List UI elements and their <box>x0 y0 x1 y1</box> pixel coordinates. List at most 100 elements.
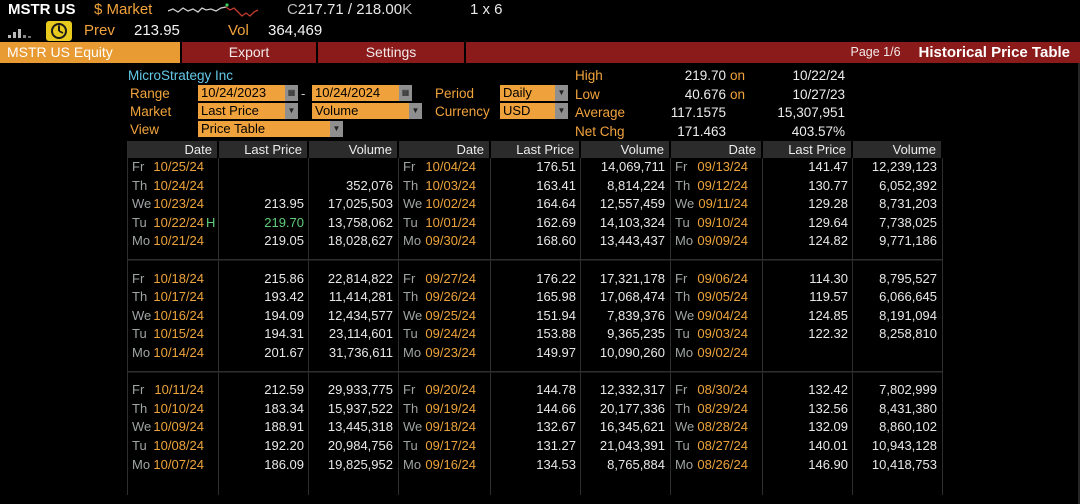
menu-right-segment: Page 1/6 Historical Price Table <box>466 42 1080 63</box>
date-cell: Mo 10/07/24 <box>127 455 219 475</box>
volume-cell <box>309 158 399 177</box>
last-price-cell: 192.20 <box>219 436 309 456</box>
stat-value: 219.70 <box>684 68 726 83</box>
table-filler <box>219 474 309 496</box>
weekday-label: Fr <box>675 159 688 174</box>
high-flag <box>476 158 490 177</box>
volume-cell: 7,738,025 <box>853 213 943 233</box>
weekday-label: We <box>132 307 152 323</box>
period-dropdown[interactable]: Daily ▼ <box>500 85 568 101</box>
week-separator <box>491 250 581 270</box>
last-price-cell: 130.77 <box>763 176 853 196</box>
high-flag <box>204 288 218 307</box>
date-cell: Mo 08/26/24 <box>671 455 763 475</box>
volume-cell: 17,321,178 <box>581 269 671 289</box>
date-value: 10/18/24 <box>153 270 204 286</box>
chevron-down-icon[interactable]: ▼ <box>555 103 568 119</box>
high-flag <box>204 158 218 177</box>
date-value: 08/30/24 <box>697 382 748 398</box>
week-separator <box>309 362 399 382</box>
last-price-cell: 188.91 <box>219 418 309 437</box>
market-field2-dropdown[interactable]: Volume ▼ <box>312 103 422 119</box>
high-flag <box>204 344 218 363</box>
weekday-label: We <box>675 307 695 323</box>
last-price-cell: 149.97 <box>491 343 581 363</box>
volume-cell: 9,365,235 <box>581 325 671 344</box>
last-quote: C217.71 / 218.00K <box>287 1 412 18</box>
date-cell: We 10/16/24 <box>127 306 219 326</box>
weekday-label: Th <box>403 289 419 305</box>
currency-label: Currency <box>435 104 490 119</box>
prev-label: Prev <box>84 22 115 39</box>
volume-cell: 7,802,999 <box>853 381 943 400</box>
date-cell: We 09/11/24 <box>671 195 763 214</box>
high-flag <box>204 195 218 214</box>
last-price-cell: 212.59 <box>219 381 309 400</box>
export-button[interactable]: Export <box>182 42 316 63</box>
date-value: 09/10/24 <box>697 214 748 230</box>
quote-bar: MSTR US $ Market C217.71 / 218.00K 1 x 6 <box>0 0 1080 20</box>
high-flag <box>748 437 762 456</box>
lot-size: 1 x 6 <box>470 1 503 18</box>
currency-dropdown[interactable]: USD ▼ <box>500 103 568 119</box>
chevron-down-icon[interactable]: ▼ <box>555 85 568 101</box>
date-cell: Tu 10/22/24 H <box>127 213 219 233</box>
range-separator: - <box>301 86 306 101</box>
table-filler <box>309 474 399 496</box>
last-price-cell: 215.86 <box>219 269 309 289</box>
last-price-cell <box>219 158 309 177</box>
chevron-down-icon[interactable]: ▼ <box>285 103 298 119</box>
calendar-icon[interactable]: ▦ <box>399 85 412 101</box>
security-tab[interactable]: MSTR US Equity <box>0 42 180 63</box>
date-value: 09/11/24 <box>698 196 748 212</box>
view-value: Price Table <box>201 121 266 136</box>
last-price-cell: 194.31 <box>219 325 309 344</box>
table-filler <box>127 474 219 496</box>
volume-cell <box>853 343 943 363</box>
week-separator <box>127 250 219 270</box>
bar-chart-icon <box>8 29 31 38</box>
range-start-input[interactable]: 10/24/2023 ▦ <box>198 85 298 101</box>
volume-cell: 13,443,437 <box>581 232 671 251</box>
last-price-cell: 176.51 <box>491 158 581 177</box>
last-price-cell: 132.67 <box>491 418 581 437</box>
settings-button[interactable]: Settings <box>318 42 464 63</box>
date-cell: Th 10/03/24 <box>399 176 491 196</box>
stat-label: Net Chg <box>575 123 625 139</box>
high-flag <box>204 270 218 289</box>
date-value: 09/09/24 <box>697 233 748 249</box>
date-value: 10/21/24 <box>153 233 204 249</box>
high-flag <box>476 437 490 456</box>
high-flag <box>476 195 490 214</box>
quote-size-suffix: K <box>402 1 413 18</box>
stat-label: Low <box>575 86 600 102</box>
stat-label: Average <box>575 105 626 120</box>
volume-cell: 29,933,775 <box>309 381 399 400</box>
date-cell: Fr 10/25/24 <box>127 158 219 177</box>
volume-cell: 18,028,627 <box>309 232 399 251</box>
weekday-label: Th <box>675 289 691 305</box>
date-cell: Fr 09/13/24 <box>671 158 763 177</box>
weekday-label: Fr <box>675 382 688 398</box>
market-field1-dropdown[interactable]: Last Price ▼ <box>198 103 298 119</box>
view-dropdown[interactable]: Price Table ▼ <box>198 121 343 137</box>
last-price-cell: 132.42 <box>763 381 853 400</box>
last-price-cell: 219.05 <box>219 232 309 251</box>
range-label: Range <box>130 86 170 101</box>
chevron-down-icon[interactable]: ▼ <box>409 103 422 119</box>
weekday-label: We <box>132 419 152 435</box>
calendar-icon[interactable]: ▦ <box>285 85 298 101</box>
price-table-group: Date Last Price Volume Fr 10/25/24 Th 10/24/24… <box>127 141 399 496</box>
chevron-down-icon[interactable]: ▼ <box>330 121 343 137</box>
market-label: Market <box>130 104 172 119</box>
column-header: Date <box>671 141 763 158</box>
range-end-input[interactable]: 10/24/2024 ▦ <box>312 85 412 101</box>
date-value: 08/28/24 <box>697 419 748 435</box>
volume-cell: 11,414,281 <box>309 288 399 307</box>
high-flag <box>748 177 762 196</box>
weekday-label: Th <box>403 400 419 416</box>
weekday-label: Tu <box>132 437 147 453</box>
stat-extra: 403.57% <box>791 123 845 139</box>
table-filler <box>491 474 581 496</box>
last-price-cell: 114.30 <box>763 269 853 289</box>
